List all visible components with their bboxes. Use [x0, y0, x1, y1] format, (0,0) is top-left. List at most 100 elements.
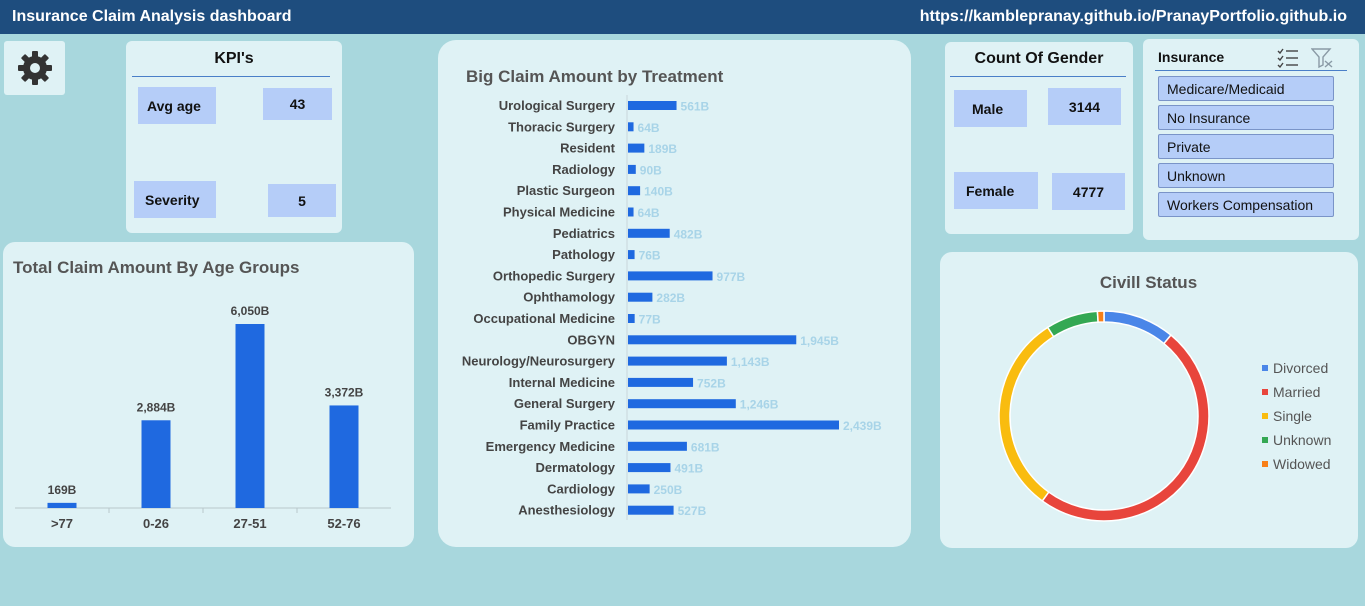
treatment-value-label: 1,246B — [740, 398, 779, 412]
insurance-item-unknown[interactable]: Unknown — [1158, 163, 1334, 188]
female-value: 4777 — [1052, 173, 1125, 210]
legend-swatch — [1262, 389, 1268, 395]
treatment-label: Ophthamology — [523, 290, 615, 305]
treatment-label: Orthopedic Surgery — [493, 268, 616, 283]
treatment-bar — [628, 356, 727, 366]
settings-button[interactable] — [4, 41, 65, 95]
gender-card: Count Of Gender Male 3144 Female 4777 — [945, 42, 1133, 234]
treatment-value-label: 2,439B — [843, 419, 882, 433]
treatment-bar — [628, 420, 839, 430]
dashboard-title: Insurance Claim Analysis dashboard — [12, 8, 292, 25]
treatment-bar — [628, 335, 797, 345]
treatment-value-label: 977B — [717, 270, 746, 284]
treatment-value-label: 527B — [678, 504, 707, 518]
treatment-label: Urological Surgery — [499, 98, 616, 113]
treatment-bar — [628, 207, 634, 217]
treatment-value-label: 561B — [681, 100, 710, 114]
treatment-value-label: 752B — [697, 376, 726, 390]
treatment-bar — [628, 101, 677, 110]
treatment-label: Resident — [560, 141, 616, 156]
age-bar — [141, 420, 171, 508]
age-category-label: 52-76 — [327, 516, 360, 531]
age-group-chart: 169B >77 2,884B 0-26 6,050B 27-51 3,372B 52-76 — [15, 304, 391, 531]
portfolio-link[interactable]: https://kamblepranay.github.io/PranayPor… — [919, 8, 1347, 25]
age-bar-value-label: 3,372B — [325, 385, 364, 399]
legend-label: Divorced — [1273, 360, 1329, 376]
treatment-bar — [628, 484, 650, 494]
top-bar: Insurance Claim Analysis dashboard https… — [0, 0, 1365, 34]
treatment-chart-title: Big Claim Amount by Treatment — [466, 67, 724, 86]
kpi-title: KPI's — [214, 50, 254, 67]
treatment-value-label: 77B — [639, 313, 661, 327]
treatment-value-label: 90B — [640, 163, 662, 177]
treatment-label: Thoracic Surgery — [508, 119, 616, 134]
treatment-label: Neurology/Neurosurgery — [462, 354, 616, 369]
gender-divider — [950, 76, 1126, 77]
treatment-value-label: 491B — [674, 462, 703, 476]
treatment-bar — [628, 377, 694, 387]
treatment-value-label: 1,945B — [800, 334, 839, 348]
age-category-label: 0-26 — [143, 516, 169, 531]
age-bar-value-label: 2,884B — [137, 400, 176, 414]
treatment-bar — [628, 463, 671, 473]
treatment-value-label: 1,143B — [731, 355, 770, 369]
treatment-label: Anesthesiology — [518, 503, 616, 518]
male-label: Male — [954, 90, 1027, 127]
treatment-value-label: 76B — [639, 249, 661, 263]
treatment-label: Pathology — [552, 247, 616, 262]
gear-icon — [17, 51, 52, 85]
age-group-chart-card: Total Claim Amount By Age Groups 169B >77… — [3, 242, 414, 547]
insurance-item-no-insurance[interactable]: No Insurance — [1158, 105, 1334, 130]
treatment-label: Plastic Surgeon — [517, 183, 615, 198]
legend-swatch — [1262, 437, 1268, 443]
treatment-bar — [628, 164, 636, 174]
treatment-label: Internal Medicine — [509, 375, 615, 390]
treatment-value-label: 140B — [644, 185, 673, 199]
legend-swatch — [1262, 413, 1268, 419]
donut-slice — [998, 326, 1055, 502]
treatment-bar — [628, 122, 634, 132]
treatment-bar — [628, 250, 635, 260]
age-bar — [47, 502, 77, 508]
treatment-bar — [628, 186, 641, 196]
insurance-divider — [1155, 70, 1347, 71]
legend-item: Divorced — [1262, 360, 1328, 376]
treatment-bar — [628, 399, 736, 409]
legend-item: Unknown — [1262, 432, 1331, 448]
treatment-label: Dermatology — [536, 460, 616, 475]
treatment-label: Physical Medicine — [503, 205, 615, 220]
insurance-item-medicare[interactable]: Medicare/Medicaid — [1158, 76, 1334, 101]
gender-title: Count Of Gender — [974, 50, 1104, 67]
treatment-label: Family Practice — [520, 418, 615, 433]
age-bar-value-label: 169B — [48, 483, 77, 497]
treatment-label: Radiology — [552, 162, 616, 177]
multi-select-icon[interactable] — [1277, 48, 1299, 68]
treatment-value-label: 64B — [638, 206, 660, 220]
donut-slice — [1103, 310, 1172, 345]
treatment-value-label: 482B — [674, 227, 703, 241]
donut-slice — [1096, 310, 1105, 323]
treatment-value-label: 250B — [654, 483, 683, 497]
legend-label: Widowed — [1273, 456, 1331, 472]
clear-filter-icon[interactable] — [1311, 48, 1333, 68]
insurance-title: Insurance — [1158, 49, 1225, 65]
treatment-value-label: 64B — [638, 121, 660, 135]
treatment-value-label: 282B — [656, 291, 685, 305]
age-bar — [329, 405, 359, 508]
age-bar-value-label: 6,050B — [231, 304, 270, 318]
avg-age-label: Avg age — [138, 87, 216, 124]
treatment-bar — [628, 228, 670, 238]
legend-item: Married — [1262, 384, 1320, 400]
age-bar — [235, 324, 265, 508]
insurance-item-private[interactable]: Private — [1158, 134, 1334, 159]
age-category-label: >77 — [51, 516, 73, 531]
civil-status-card: Civill Status Divorced Married Single Unkno… — [940, 252, 1358, 548]
age-chart-title: Total Claim Amount By Age Groups — [13, 258, 300, 277]
age-category-label: 27-51 — [233, 516, 266, 531]
insurance-item-workers-comp[interactable]: Workers Compensation — [1158, 192, 1334, 217]
donut-slice — [1041, 334, 1210, 522]
legend-label: Married — [1273, 384, 1321, 400]
treatment-label: Pediatrics — [553, 226, 615, 241]
treatment-bar — [628, 505, 674, 515]
treatment-bar — [628, 271, 713, 281]
